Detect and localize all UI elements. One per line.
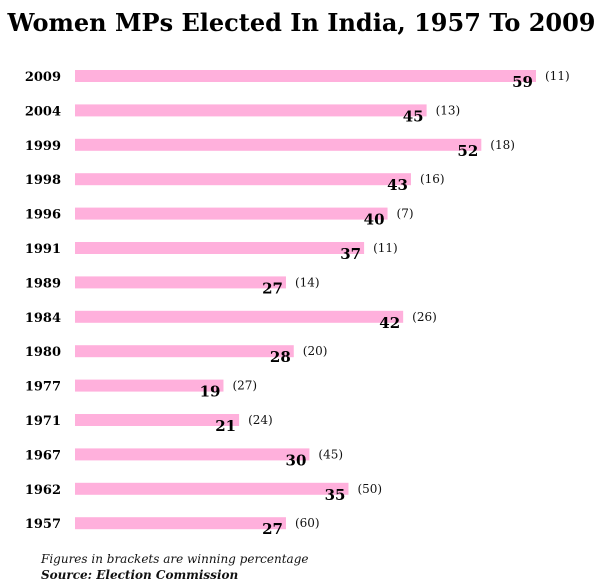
bracket-label: (14) [295,275,320,289]
value-label: 42 [379,314,400,332]
chart-title: Women MPs Elected In India, 1957 To 2009 [7,8,596,37]
bracket-label: (16) [420,172,445,186]
bracket-label: (27) [232,379,257,393]
year-label: 1967 [25,448,61,463]
bar [75,310,404,323]
bar [75,379,224,392]
year-label: 1962 [25,483,61,498]
value-label: 19 [200,383,221,401]
bar [75,276,286,289]
footnote: Figures in brackets are winning percenta… [41,552,309,566]
bar [75,517,286,530]
bracket-label: (18) [490,138,515,152]
year-label: 1984 [25,311,61,326]
bracket-label: (50) [357,482,382,496]
year-label: 1971 [25,414,61,429]
bracket-label: (26) [412,310,437,324]
value-label: 30 [286,451,307,469]
bar [75,482,349,495]
value-label: 59 [512,73,533,91]
value-label: 28 [270,348,291,366]
bracket-label: (60) [295,516,320,530]
value-label: 27 [262,279,283,297]
bracket-label: (13) [436,103,461,117]
year-label: 1957 [25,517,61,532]
bracket-label: (11) [545,69,570,83]
value-label: 35 [325,486,346,504]
year-label: 1998 [25,173,61,188]
year-label: 1977 [25,380,61,395]
bar [75,207,388,220]
year-label: 1991 [25,242,61,257]
bar [75,448,310,461]
year-label: 2004 [25,104,61,119]
value-label: 21 [215,417,236,435]
year-label: 1996 [25,208,61,223]
source-note: Source: Election Commission [41,568,239,582]
bar [75,70,536,82]
bracket-label: (24) [248,413,273,427]
bar [75,414,240,426]
bar [75,138,482,151]
value-label: 43 [387,176,408,194]
value-label: 40 [364,211,385,229]
bar [75,345,294,358]
bar [75,242,365,254]
value-label: 27 [262,520,283,538]
year-label: 1980 [25,345,61,360]
bar [75,104,427,117]
value-label: 45 [403,107,424,125]
year-label: 2009 [25,70,61,85]
bracket-label: (45) [318,447,343,461]
bracket-label: (11) [373,241,398,255]
value-label: 52 [457,142,478,160]
year-label: 1999 [25,139,61,154]
bracket-label: (20) [303,344,328,358]
year-label: 1989 [25,276,61,291]
bar [75,173,411,186]
value-label: 37 [340,245,361,263]
bracket-label: (7) [397,207,414,221]
